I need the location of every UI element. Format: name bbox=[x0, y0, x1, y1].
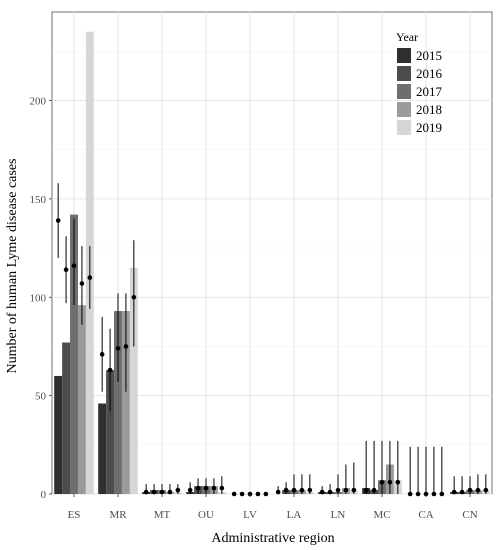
point-CA-2016 bbox=[415, 491, 421, 497]
x-tick-label: LV bbox=[243, 509, 257, 521]
point-MC-2017 bbox=[379, 479, 385, 485]
legend-label-2015: 2015 bbox=[416, 48, 442, 63]
point-MR-2018 bbox=[123, 344, 129, 349]
legend-label-2017: 2017 bbox=[416, 84, 443, 99]
point-LA-2015 bbox=[275, 489, 281, 495]
x-tick-label: LA bbox=[287, 509, 302, 521]
point-MR-2017 bbox=[115, 346, 121, 351]
bar-MR-2018 bbox=[121, 311, 130, 494]
point-LA-2017 bbox=[291, 487, 297, 493]
point-MC-2016 bbox=[371, 487, 377, 493]
point-LV-2018 bbox=[255, 491, 261, 497]
point-CN-2015 bbox=[451, 489, 457, 495]
bar-ES-2016 bbox=[62, 342, 71, 494]
point-ES-2018 bbox=[79, 281, 85, 286]
x-tick-label: LN bbox=[331, 509, 346, 521]
x-tick-label: CN bbox=[462, 509, 477, 521]
point-LN-2019 bbox=[351, 487, 357, 493]
point-LV-2015 bbox=[231, 491, 237, 497]
point-OU-2015 bbox=[187, 487, 193, 493]
point-CA-2015 bbox=[407, 491, 413, 497]
point-CN-2016 bbox=[459, 489, 465, 495]
point-MT-2016 bbox=[151, 489, 157, 495]
bar-ES-2017 bbox=[70, 214, 78, 495]
x-axis-title: Administrative region bbox=[211, 531, 334, 546]
point-LN-2016 bbox=[327, 489, 333, 495]
bar-MR-2015 bbox=[98, 403, 107, 494]
bar-MR-2017 bbox=[114, 311, 122, 494]
legend-swatch-2016 bbox=[397, 66, 411, 81]
point-CA-2019 bbox=[439, 491, 445, 497]
legend-label-2016: 2016 bbox=[416, 66, 443, 81]
point-MT-2017 bbox=[159, 489, 165, 495]
point-ES-2017 bbox=[71, 263, 77, 269]
point-MR-2019 bbox=[131, 294, 137, 300]
y-tick-label: 150 bbox=[30, 194, 47, 206]
legend-swatch-2015 bbox=[397, 48, 411, 63]
point-MT-2015 bbox=[143, 489, 149, 495]
point-ES-2015 bbox=[55, 218, 61, 223]
point-MT-2018 bbox=[167, 489, 173, 495]
bar-MR-2019 bbox=[129, 267, 138, 494]
point-CN-2018 bbox=[475, 487, 481, 493]
legend: Year 2015 2016 2017 2018 2019 bbox=[396, 30, 443, 135]
point-layer bbox=[55, 183, 489, 497]
y-tick-label: 0 bbox=[41, 489, 47, 501]
point-OU-2017 bbox=[203, 485, 209, 491]
bar-MR-2016 bbox=[106, 370, 115, 494]
point-OU-2018 bbox=[211, 485, 217, 491]
legend-label-2018: 2018 bbox=[416, 102, 442, 117]
legend-swatch-2017 bbox=[397, 84, 411, 99]
legend-title: Year bbox=[396, 30, 418, 44]
x-tick-label: MR bbox=[109, 509, 127, 521]
point-ES-2019 bbox=[87, 275, 93, 280]
legend-items: 2015 2016 2017 2018 2019 bbox=[397, 48, 443, 135]
point-CA-2018 bbox=[431, 491, 437, 497]
y-tick-label: 200 bbox=[30, 96, 47, 108]
point-MC-2019 bbox=[395, 479, 401, 485]
point-MC-2018 bbox=[387, 479, 393, 485]
point-CN-2017 bbox=[467, 487, 473, 493]
bar-ES-2015 bbox=[54, 375, 63, 494]
x-tick-label: MC bbox=[373, 509, 390, 521]
point-ES-2016 bbox=[63, 267, 69, 273]
bar-ES-2018 bbox=[77, 305, 86, 494]
point-MC-2015 bbox=[363, 487, 369, 493]
point-MT-2019 bbox=[175, 487, 181, 493]
point-CN-2019 bbox=[483, 487, 489, 493]
y-tick-label: 100 bbox=[30, 292, 47, 304]
point-LN-2017 bbox=[335, 487, 341, 493]
x-tick-label: ES bbox=[68, 509, 81, 521]
point-LN-2018 bbox=[343, 487, 349, 493]
x-tick-label: MT bbox=[154, 509, 171, 521]
x-tick-label: CA bbox=[418, 509, 433, 521]
x-tick-label: OU bbox=[198, 509, 214, 521]
legend-label-2019: 2019 bbox=[416, 120, 442, 135]
point-OU-2019 bbox=[219, 485, 225, 491]
point-MR-2015 bbox=[99, 352, 105, 357]
legend-swatch-2018 bbox=[397, 102, 411, 117]
point-LA-2019 bbox=[307, 487, 313, 493]
axis-layer: 0 50 100 150 200 ES MR MT OU LV LA LN MC CA CN bbox=[30, 96, 478, 521]
point-LV-2016 bbox=[239, 491, 245, 497]
y-tick-label: 50 bbox=[35, 391, 47, 403]
point-LA-2016 bbox=[283, 487, 289, 493]
point-LN-2015 bbox=[319, 489, 325, 495]
point-LA-2018 bbox=[299, 487, 305, 493]
point-MR-2016 bbox=[107, 367, 113, 373]
point-OU-2016 bbox=[195, 485, 201, 491]
legend-swatch-2019 bbox=[397, 120, 411, 135]
point-LV-2019 bbox=[263, 491, 269, 497]
y-axis-title: Number of human Lyme disease cases bbox=[5, 159, 20, 374]
